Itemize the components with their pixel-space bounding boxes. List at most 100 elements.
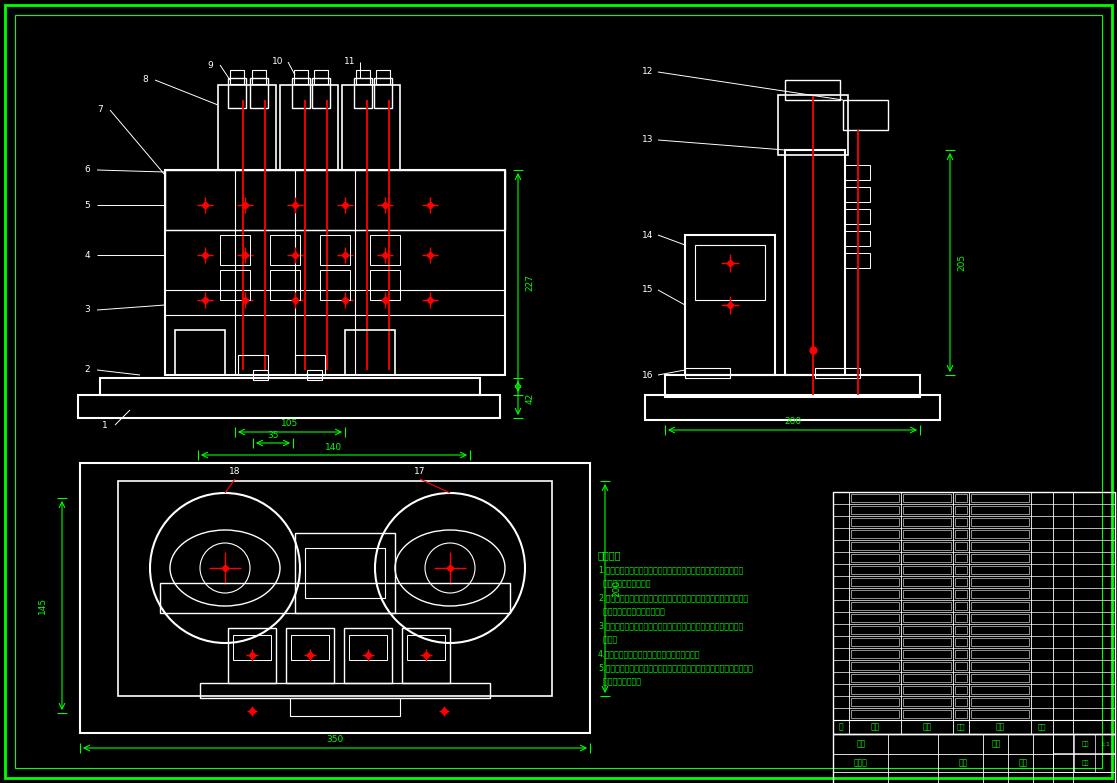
Text: 42: 42 [525,392,535,403]
Bar [955,674,967,682]
Bar [851,662,899,670]
Text: 2.零件在装配要必须清理和清洗千件，不得有毛刺，飞边，刮比度，切: 2.零件在装配要必须清理和清洗千件，不得有毛刺，飞边，刮比度，切 [598,594,748,602]
Text: 备注: 备注 [1038,723,1047,731]
Bar [971,542,1029,550]
Bar [903,650,951,658]
Text: 205: 205 [957,254,966,271]
Bar [955,638,967,646]
Bar [407,635,445,660]
Bar [294,70,308,84]
Bar [971,506,1029,514]
Bar [228,628,276,683]
Bar [843,100,888,130]
Bar [220,235,250,265]
Text: 1: 1 [102,420,108,430]
Text: 350: 350 [326,735,344,745]
Text: 4.装配过程中零件不允许磕，碰，划床和锈蚀。: 4.装配过程中零件不允许磕，碰，划床和锈蚀。 [598,650,700,659]
Bar [785,80,840,100]
Bar [955,506,967,514]
Bar [160,583,510,613]
Text: 材料: 材料 [995,723,1004,731]
Bar [903,698,951,706]
Text: 10: 10 [273,57,284,67]
Bar [851,530,899,538]
Text: 7: 7 [97,106,103,114]
Bar [851,590,899,598]
Bar [851,554,899,562]
Text: 11: 11 [344,57,355,67]
Bar [955,626,967,634]
Bar [903,686,951,694]
Bar [903,590,951,598]
Bar [851,494,899,502]
Bar [903,494,951,502]
Bar [903,662,951,670]
Bar [851,602,899,610]
Text: 序: 序 [839,723,843,731]
Bar [685,368,731,378]
Text: 审核: 审核 [958,759,967,767]
Bar [851,626,899,634]
Bar [955,518,967,526]
Text: 设计: 设计 [857,739,866,749]
Bar [955,494,967,502]
Text: 件号: 件号 [870,723,879,731]
Text: 9: 9 [207,60,213,70]
Bar [312,78,330,108]
Bar [230,70,244,84]
Text: 1:1: 1:1 [1100,742,1110,746]
Bar [903,710,951,718]
Bar [349,635,386,660]
Text: 15: 15 [642,286,653,294]
Bar [665,375,920,397]
Bar [903,554,951,562]
Bar [354,78,372,108]
Text: 1.成入装配的专用及标件（包括外购件，外协件），均必须凭到检验: 1.成入装配的专用及标件（包括外购件，外协件），均必须凭到检验 [598,565,743,575]
Bar [292,78,311,108]
Text: 名称: 名称 [923,723,932,731]
Bar [903,638,951,646]
Bar [685,235,775,375]
Bar [955,566,967,574]
Bar [270,235,300,265]
Bar [903,530,951,538]
Bar [280,85,338,170]
Bar [971,530,1029,538]
Bar [971,554,1029,562]
Bar [402,628,450,683]
Bar [165,170,505,375]
Bar [903,674,951,682]
Text: 组前，组日必想。: 组前，组日必想。 [598,677,641,687]
Bar [903,542,951,550]
Text: 12: 12 [642,67,653,77]
Bar [903,614,951,622]
Text: 屑，锈行，有色斑和灰尘等。: 屑，锈行，有色斑和灰尘等。 [598,608,665,616]
Bar [314,70,328,84]
Bar [971,650,1029,658]
Bar [903,566,951,574]
Bar [370,235,400,265]
Text: 材料: 材料 [992,739,1001,749]
Text: 18: 18 [229,467,241,475]
Bar [851,698,899,706]
Bar [955,542,967,550]
Text: 200: 200 [612,580,621,597]
Bar [344,628,392,683]
Bar [779,95,848,155]
Bar [356,70,370,84]
Text: 3.装配箱品对零，标件的主要配合尺寸，特别是过盈配合尺寸及相关: 3.装配箱品对零，标件的主要配合尺寸，特别是过盈配合尺寸及相关 [598,622,743,630]
Bar [233,635,271,660]
Bar [955,590,967,598]
Text: 140: 140 [325,443,343,453]
Text: 5.组前，组装和组目完成时，严令行而送使用不合危的质景和扳手，力量: 5.组前，组装和组目完成时，严令行而送使用不合危的质景和扳手，力量 [598,663,753,673]
Bar [955,662,967,670]
Bar [971,638,1029,646]
Bar [833,734,1115,783]
Bar [345,330,395,375]
Bar [319,235,350,265]
Text: 14: 14 [642,230,653,240]
Bar [342,85,400,170]
Bar [844,231,870,246]
Bar [815,368,860,378]
Text: 13: 13 [642,135,653,145]
